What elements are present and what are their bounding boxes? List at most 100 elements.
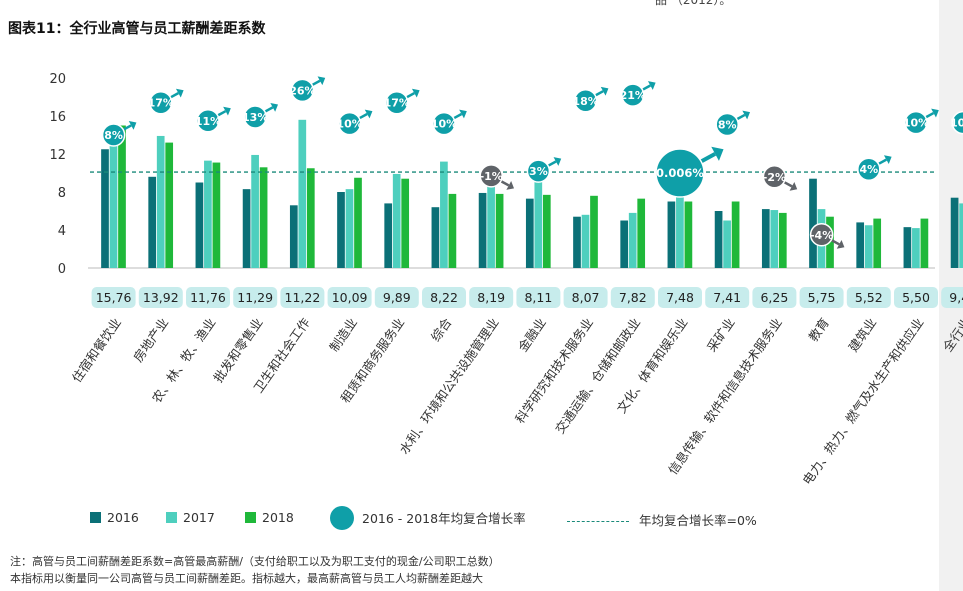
growth-arrow-head-icon <box>223 106 231 116</box>
growth-arrow-head-icon <box>317 76 326 86</box>
growth-bubble-circle <box>715 112 739 137</box>
growth-arrow-head-icon <box>789 182 798 191</box>
growth-arrow-shaft <box>830 238 840 246</box>
bar-2016-2 <box>195 182 204 268</box>
growth-bubble-circle <box>243 105 267 129</box>
legend-swatch-2017 <box>166 512 177 523</box>
bar-2016-7 <box>431 207 440 268</box>
bar-2016-10 <box>573 216 581 268</box>
bar-2016-13 <box>714 211 723 268</box>
value-label-box-5 <box>327 287 372 308</box>
value-label-box-1 <box>138 287 183 308</box>
value-label-box-6 <box>374 287 419 308</box>
category-label-9: 金融业 <box>515 315 549 354</box>
legend-item-2016: 2016 <box>90 510 139 525</box>
growth-arrow-shaft <box>736 113 746 121</box>
figure-title: 图表11：全行业高管与员工薪酬差距系数 <box>8 21 266 37</box>
y-tick-label: 20 <box>49 72 66 87</box>
growth-arrow-head-icon <box>647 81 656 90</box>
category-label-16: 建筑业 <box>845 315 879 354</box>
growth-arrow-head-icon <box>742 110 751 120</box>
growth-label-0: 8% <box>104 129 123 142</box>
value-label-box-0 <box>91 287 136 308</box>
bar-2017-5 <box>345 189 354 268</box>
category-label-0: 住宿和餐饮业 <box>69 315 124 385</box>
value-label-6: 9,89 <box>383 290 411 305</box>
bar-2018-13 <box>731 201 740 268</box>
growth-label-12: 0.006% <box>656 166 704 180</box>
growth-bubble-9: 3% <box>526 157 562 183</box>
value-label-3: 11,29 <box>237 290 273 305</box>
bar-2017-0 <box>109 135 118 268</box>
value-label-box-9 <box>516 287 561 308</box>
legend-label-zero-line: 年均复合增长率=0% <box>639 513 757 528</box>
growth-bubble-circle <box>809 223 834 247</box>
bar-2017-9 <box>534 167 543 268</box>
bar-2016-0 <box>101 149 109 268</box>
value-label-18: 9,47 <box>949 290 963 305</box>
legend-dashed-line-icon <box>567 521 629 522</box>
bar-2017-14 <box>770 210 779 268</box>
bar-2016-6 <box>384 203 393 268</box>
growth-bubble-8: -1% <box>479 164 515 190</box>
growth-arrow-shaft <box>453 112 463 120</box>
growth-bubble-circle <box>904 110 928 135</box>
category-label-1: 房地产业 <box>130 315 171 365</box>
y-tick-label: 8 <box>58 186 66 201</box>
bar-2018-11 <box>637 198 646 268</box>
growth-arrow-shaft <box>594 90 604 97</box>
growth-bubble-circle <box>857 157 881 181</box>
growth-bubble-circle <box>655 148 705 198</box>
value-label-box-8 <box>469 287 514 308</box>
growth-arrow-shaft <box>500 180 510 187</box>
bar-2016-15 <box>809 178 817 268</box>
bar-2018-0 <box>118 125 126 268</box>
value-label-8: 8,19 <box>477 290 505 305</box>
value-label-11: 7,82 <box>619 290 647 305</box>
legend-item-cagr: 2016 - 2018年均复合增长率 <box>330 506 526 530</box>
value-label-box-16 <box>846 287 891 308</box>
growth-arrow-head-icon <box>459 109 467 119</box>
growth-arrow-shaft <box>217 110 227 117</box>
growth-bubble-2: 11% <box>195 106 231 133</box>
growth-arrow-shaft <box>358 112 368 120</box>
growth-bubble-circle <box>432 111 456 136</box>
category-label-18: 全行业 <box>940 315 963 354</box>
growth-label-1: 17% <box>148 97 174 110</box>
growth-arrow-shaft <box>122 124 132 131</box>
growth-arrow-head-icon <box>364 109 373 119</box>
bar-2016-12 <box>667 201 676 268</box>
category-label-13: 采矿业 <box>704 315 738 354</box>
growth-arrow-shaft <box>405 92 415 99</box>
bar-2017-16 <box>864 225 873 268</box>
growth-bubble-circle <box>762 165 787 189</box>
growth-label-16: 4% <box>859 163 878 176</box>
growth-label-14: -2% <box>763 171 786 184</box>
bar-2017-8 <box>487 186 495 268</box>
legend-item-2017: 2017 <box>166 510 215 525</box>
y-tick-label: 12 <box>49 148 66 163</box>
growth-bubble-circle <box>385 90 409 115</box>
growth-arrow-shaft <box>311 79 321 87</box>
bar-2017-7 <box>440 161 448 268</box>
category-label-15: 教育 <box>805 315 832 344</box>
growth-bubble-14: -2% <box>762 165 798 191</box>
bar-2018-2 <box>212 162 221 268</box>
growth-bubble-0: 8% <box>101 121 137 147</box>
bar-chart: 0 4 8 12 16 20 8% 17% 11% 13% 26% 10% 17% 10% -1% 3% 18%… <box>49 72 963 488</box>
bar-2017-10 <box>581 214 590 268</box>
growth-bubble-15: -4% <box>809 223 845 249</box>
value-label-1: 13,92 <box>143 290 179 305</box>
growth-bubble-5: 10% <box>336 109 373 136</box>
value-label-17: 5,50 <box>902 290 930 305</box>
value-label-4: 11,22 <box>285 290 321 305</box>
bar-2016-1 <box>148 176 157 268</box>
value-label-box-3 <box>233 287 278 308</box>
growth-arrow-shaft <box>169 92 179 99</box>
bar-2018-16 <box>873 218 882 268</box>
growth-arrow-shaft <box>547 160 557 167</box>
value-label-10: 8,07 <box>572 290 600 305</box>
value-label-box-12 <box>658 287 702 308</box>
growth-arrow-head-icon <box>883 155 892 164</box>
growth-arrow-shaft <box>700 152 717 164</box>
